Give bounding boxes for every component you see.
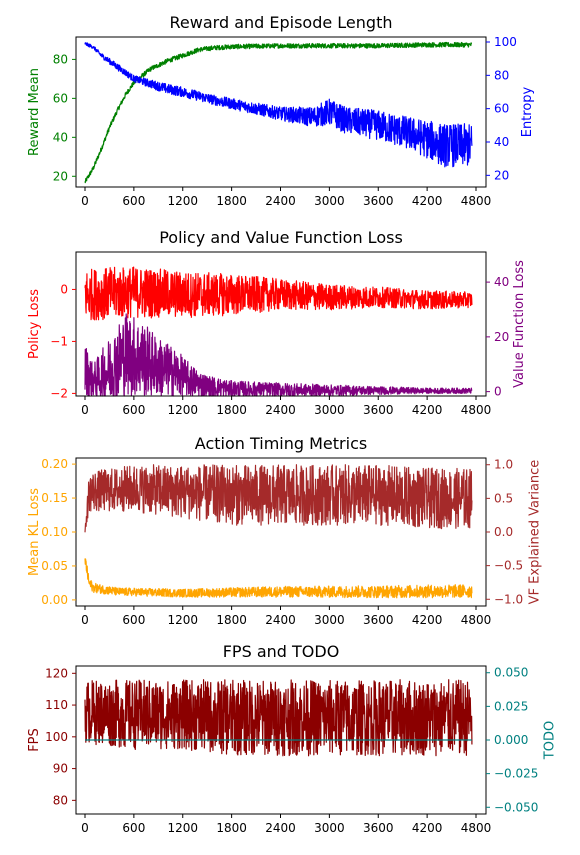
left-tick-label: −2 xyxy=(50,386,68,400)
x-tick-label: 4200 xyxy=(412,613,443,627)
right-tick-label: 40 xyxy=(494,275,509,289)
right-tick-label: −1.0 xyxy=(494,592,523,606)
right-tick-label: 0.050 xyxy=(494,666,528,680)
x-tick-label: 4800 xyxy=(461,194,492,208)
left-axis-label: Reward Mean xyxy=(27,68,42,156)
x-tick-label: 4200 xyxy=(412,821,443,835)
x-tick-label: 1800 xyxy=(216,613,247,627)
right-tick-label: 0.5 xyxy=(494,491,513,505)
left-tick-label: 120 xyxy=(45,666,68,680)
right-tick-label: 0.025 xyxy=(494,699,528,713)
x-tick-label: 0 xyxy=(81,821,89,835)
x-tick-label: 1200 xyxy=(167,194,198,208)
x-tick-label: 3600 xyxy=(363,613,394,627)
x-tick-label: 0 xyxy=(81,194,89,208)
left-tick-label: 20 xyxy=(53,169,68,183)
x-tick-label: 4200 xyxy=(412,194,443,208)
x-tick-label: 3600 xyxy=(363,194,394,208)
x-tick-label: 0 xyxy=(81,613,89,627)
right-tick-label: −0.025 xyxy=(494,767,538,781)
left-tick-label: 60 xyxy=(53,91,68,105)
left-tick-label: 0.05 xyxy=(41,559,68,573)
right-tick-label: −0.050 xyxy=(494,800,538,814)
right-tick-label: 20 xyxy=(494,330,509,344)
panel-1: Reward and Episode Length 0 600 1200 1800 240… xyxy=(27,13,535,208)
x-tick-label: 1800 xyxy=(216,821,247,835)
left-axis-label: Policy Loss xyxy=(27,289,42,359)
series-line-left xyxy=(85,267,472,320)
x-tick-label: 3600 xyxy=(363,821,394,835)
right-axis-label: Value Function Loss xyxy=(512,260,527,388)
x-tick-label: 2400 xyxy=(265,194,296,208)
left-tick-label: 40 xyxy=(53,130,68,144)
left-tick-label: 0.10 xyxy=(41,525,68,539)
left-axis-label: Mean KL Loss xyxy=(27,488,42,576)
x-tick-label: 3000 xyxy=(314,613,345,627)
left-tick-label: 80 xyxy=(53,793,68,807)
right-tick-label: −0.5 xyxy=(494,559,523,573)
left-tick-label: −1 xyxy=(50,334,68,348)
right-tick-label: 0 xyxy=(494,385,502,399)
right-tick-label: 80 xyxy=(494,68,509,82)
panel-4: FPS and TODO 0 600 1200 1800 2400 3000 3600 4200… xyxy=(27,642,558,835)
left-tick-label: 0.00 xyxy=(41,593,68,607)
right-tick-label: 0.000 xyxy=(494,733,528,747)
x-tick-label: 1200 xyxy=(167,821,198,835)
panel-title: FPS and TODO xyxy=(223,642,340,661)
x-tick-label: 3000 xyxy=(314,403,345,417)
x-tick-label: 4800 xyxy=(461,613,492,627)
x-tick-label: 600 xyxy=(122,821,145,835)
x-tick-label: 4800 xyxy=(461,821,492,835)
left-tick-label: 100 xyxy=(45,730,68,744)
left-tick-label: 110 xyxy=(45,698,68,712)
x-tick-label: 1200 xyxy=(167,613,198,627)
panel-title: Action Timing Metrics xyxy=(195,434,367,453)
series-line-left xyxy=(85,680,472,756)
x-tick-label: 3000 xyxy=(314,821,345,835)
panel-3: Action Timing Metrics 0 600 1200 1800 2400 300… xyxy=(27,434,542,627)
right-tick-label: 100 xyxy=(494,35,517,49)
panel-2: Policy and Value Function Loss 0 600 1200 18… xyxy=(27,228,527,417)
right-tick-label: 40 xyxy=(494,135,509,149)
series-line-right xyxy=(85,43,472,167)
right-axis-label: Entropy xyxy=(520,86,535,137)
right-tick-label: 20 xyxy=(494,168,509,182)
right-tick-label: 0.0 xyxy=(494,525,513,539)
panel-title: Reward and Episode Length xyxy=(170,13,393,32)
left-tick-label: 0 xyxy=(60,282,68,296)
right-tick-label: 60 xyxy=(494,102,509,116)
series-line-right xyxy=(85,465,472,533)
x-tick-label: 0 xyxy=(81,403,89,417)
left-tick-label: 90 xyxy=(53,762,68,776)
x-tick-label: 1800 xyxy=(216,403,247,417)
x-tick-label: 1200 xyxy=(167,403,198,417)
x-tick-label: 600 xyxy=(122,613,145,627)
right-axis-label: TODO xyxy=(543,721,558,760)
left-tick-label: 0.20 xyxy=(41,457,68,471)
x-tick-label: 3600 xyxy=(363,403,394,417)
x-tick-label: 1800 xyxy=(216,194,247,208)
x-tick-label: 2400 xyxy=(265,821,296,835)
left-axis-label: FPS xyxy=(27,728,42,752)
x-tick-label: 2400 xyxy=(265,613,296,627)
x-tick-label: 600 xyxy=(122,403,145,417)
series-line-left xyxy=(85,558,472,597)
panel-title: Policy and Value Function Loss xyxy=(159,228,403,247)
left-tick-label: 80 xyxy=(53,52,68,66)
x-tick-label: 2400 xyxy=(265,403,296,417)
x-tick-label: 600 xyxy=(122,194,145,208)
x-tick-label: 3000 xyxy=(314,194,345,208)
left-tick-label: 0.15 xyxy=(41,491,68,505)
series-line-right xyxy=(85,314,472,396)
right-tick-label: 1.0 xyxy=(494,458,513,472)
x-tick-label: 4200 xyxy=(412,403,443,417)
x-tick-label: 4800 xyxy=(461,403,492,417)
right-axis-label: VF Explained Variance xyxy=(527,460,542,605)
